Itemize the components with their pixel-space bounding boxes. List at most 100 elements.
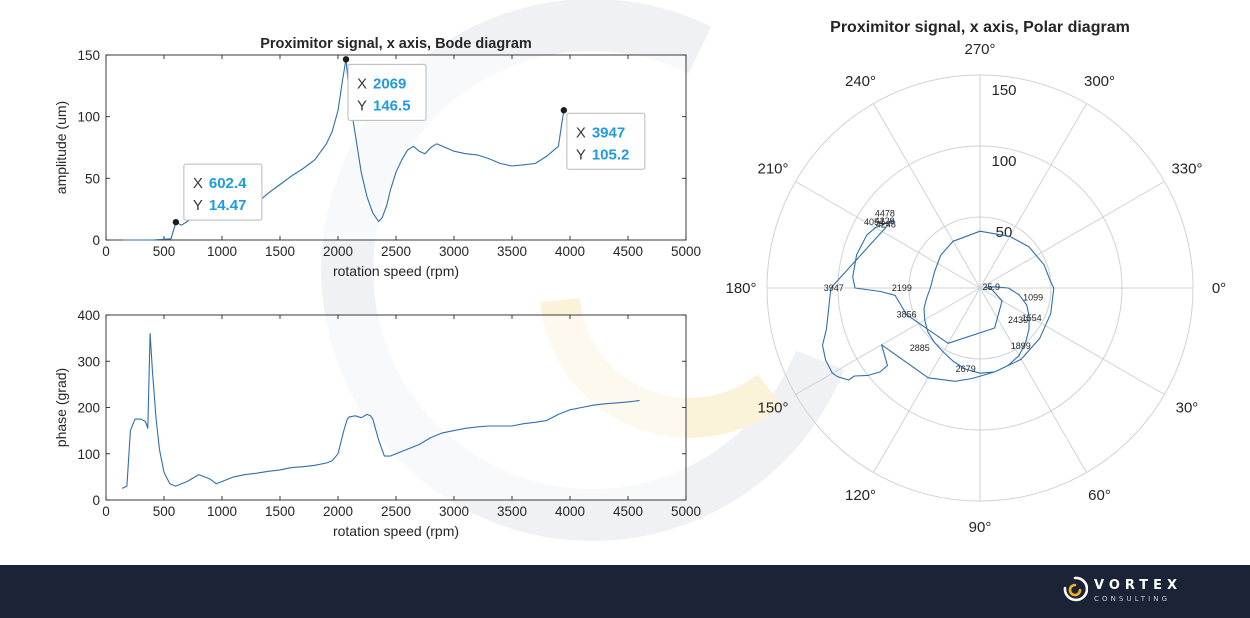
polar-grid-spoke <box>873 103 981 289</box>
data-tip-x-label: X <box>193 175 203 192</box>
x-tick-label: 0 <box>102 504 110 519</box>
series-line <box>121 332 640 489</box>
x-tick-label: 3500 <box>497 244 527 259</box>
data-tip-y-value: 146.5 <box>373 97 411 114</box>
x-tick-label: 4000 <box>555 504 585 519</box>
x-tick-label: 4000 <box>555 244 585 259</box>
brand-logo: VORTEX CONSULTING <box>1062 575 1184 609</box>
data-tip: X 2069 Y 146.5 <box>342 56 427 121</box>
x-tick-label: 3000 <box>439 504 469 519</box>
polar-point-label: 4478 <box>875 209 895 219</box>
polar-point-label: 4248 <box>876 219 896 229</box>
data-tip: X 3947 Y 105.2 <box>560 107 646 170</box>
x-tick-label: 1500 <box>265 504 295 519</box>
data-tip-x-value: 602.4 <box>209 175 247 192</box>
data-tip-box <box>566 112 646 170</box>
x-tick-label: 2000 <box>323 504 353 519</box>
x-tick-label: 2500 <box>381 504 411 519</box>
x-tick-label: 0 <box>102 244 110 259</box>
y-tick-label: 200 <box>77 401 100 416</box>
chart-phase: 0 500 1000 1500 2000 2500 3000 3500 4000 4500 5000… <box>53 308 701 539</box>
chart-stage: Proximitor signal, x axis, Bode diagram 0… <box>53 0 1226 541</box>
polar-title: Proximitor signal, x axis, Polar diagram <box>830 19 1130 36</box>
polar-angle-label: 300° <box>1084 73 1115 90</box>
polar-angle-label: 120° <box>845 487 876 504</box>
data-tip-y-value: 14.47 <box>209 197 247 214</box>
y-tick-label: 100 <box>77 110 100 125</box>
data-tip-box <box>183 163 263 221</box>
x-tick-label: 3000 <box>439 244 469 259</box>
data-tip-y-label: Y <box>576 146 586 163</box>
data-tip-box <box>347 63 427 121</box>
polar-angle-label: 150° <box>758 400 789 417</box>
polar-angle-label: 0° <box>1212 280 1226 297</box>
polar-point-label: 3856 <box>897 310 917 320</box>
polar-grid-spoke <box>795 181 981 289</box>
y-tick-label: 300 <box>77 354 100 369</box>
data-tip-x-value: 3947 <box>592 124 625 141</box>
x-tick-label: 500 <box>153 504 176 519</box>
polar-point-label: 4229 <box>875 216 895 226</box>
polar-series-line <box>821 219 1055 382</box>
plot-area <box>105 314 687 501</box>
data-tip-x-label: X <box>576 124 586 141</box>
x-tick-label: 1500 <box>265 244 295 259</box>
x-tick-label: 5000 <box>671 244 701 259</box>
x-tick-label: 1000 <box>207 504 237 519</box>
y-tick-label: 0 <box>92 233 100 248</box>
polar-angle-label: 180° <box>725 280 756 297</box>
polar-angle-label: 30° <box>1176 400 1199 417</box>
data-tip-marker <box>342 56 350 63</box>
data-tip: X 602.4 Y 14.47 <box>172 163 263 226</box>
polar-grid-spoke <box>979 103 1087 289</box>
polar-point-label: 1099 <box>1023 292 1043 302</box>
polar-point-label: 1554 <box>1022 313 1042 323</box>
y-tick-label: 100 <box>77 447 100 462</box>
x-tick-label: 3500 <box>497 504 527 519</box>
chart-title: Proximitor signal, x axis, Bode diagram <box>260 36 532 52</box>
charts-svg: Proximitor signal, x axis, Bode diagram 0… <box>53 0 1226 541</box>
x-tick-label: 4500 <box>613 504 643 519</box>
y-tick-label: 0 <box>92 493 100 508</box>
x-axis-label: rotation speed (rpm) <box>333 263 459 279</box>
data-tip-y-value: 105.2 <box>592 146 630 163</box>
polar-point-label: 3947 <box>824 283 844 293</box>
chart-polar: Proximitor signal, x axis, Polar diagram… <box>725 19 1226 536</box>
polar-grid-spoke <box>873 287 981 473</box>
data-tip-x-label: X <box>357 75 367 92</box>
x-axis-label: rotation speed (rpm) <box>333 523 459 539</box>
polar-point-label: 4054 <box>864 217 884 227</box>
brand-subtitle: CONSULTING <box>1094 595 1171 603</box>
x-tick-label: 1000 <box>207 244 237 259</box>
y-tick-label: 50 <box>85 171 100 186</box>
data-tip-marker <box>172 218 180 226</box>
y-tick-label: 150 <box>77 48 100 63</box>
polar-point-label: 2439 <box>1008 315 1028 325</box>
polar-point-label: 1899 <box>1011 341 1031 351</box>
polar-radius-label: 100 <box>991 153 1016 170</box>
polar-angle-label: 90° <box>969 519 992 536</box>
brand-name: VORTEX <box>1094 578 1183 593</box>
polar-angle-label: 210° <box>758 161 789 178</box>
polar-angle-label: 270° <box>964 41 995 58</box>
polar-grid-spoke <box>979 287 1087 473</box>
polar-angle-label: 330° <box>1171 161 1202 178</box>
polar-radius-label: 150 <box>991 82 1016 99</box>
data-tip-y-label: Y <box>357 97 367 114</box>
polar-angle-label: 60° <box>1088 487 1111 504</box>
polar-point-label: 2885 <box>910 343 930 353</box>
polar-point-label: 2199 <box>892 283 912 293</box>
polar-radius-label: 50 <box>996 224 1013 241</box>
chart-amplitude: Proximitor signal, x axis, Bode diagram 0… <box>53 36 701 279</box>
x-tick-label: 4500 <box>613 244 643 259</box>
y-tick-label: 400 <box>77 308 100 323</box>
data-tip-marker <box>560 107 568 114</box>
x-tick-label: 2000 <box>323 244 353 259</box>
polar-point-label: 25.9 <box>983 282 1001 292</box>
footer-bar: VORTEX CONSULTING <box>0 565 1250 618</box>
polar-grid-spoke <box>979 287 1165 395</box>
x-tick-label: 5000 <box>671 504 701 519</box>
polar-point-label: 2679 <box>956 364 976 374</box>
y-axis-label: amplitude (um) <box>53 101 69 194</box>
data-tip-x-value: 2069 <box>373 75 406 92</box>
